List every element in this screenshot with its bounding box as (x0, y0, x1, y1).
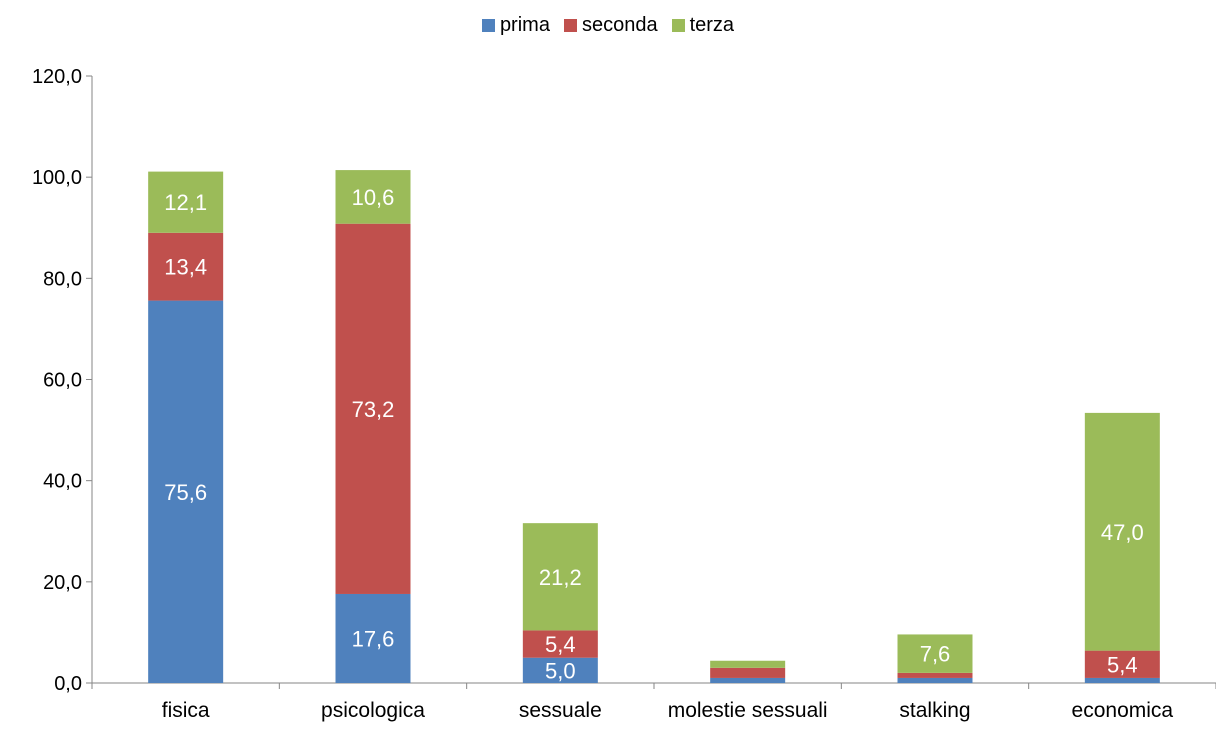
bar-seconda (710, 667, 786, 678)
bar-seconda (522, 630, 598, 658)
y-tick-label: 40,0 (43, 471, 82, 493)
legend-swatch (481, 19, 495, 32)
bar-terza (335, 170, 411, 224)
legend-item: terza (671, 14, 735, 37)
data-label: 5,0 (545, 658, 576, 683)
x-tick-label: molestie sessuali (668, 699, 828, 722)
data-label: 5,4 (1107, 652, 1138, 677)
bar-prima (148, 300, 224, 683)
bar-terza (1084, 412, 1160, 651)
legend-swatch (563, 19, 577, 32)
x-tick-label: psicologica (321, 699, 425, 722)
y-tick-label: 100,0 (32, 167, 82, 189)
bar-seconda (1084, 650, 1160, 678)
legend-item: prima (481, 14, 550, 37)
data-label: 13,4 (164, 255, 207, 280)
legend: prima seconda terza (0, 14, 1216, 37)
bar-seconda (897, 672, 973, 678)
data-label: 47,0 (1101, 520, 1144, 545)
legend-label: prima (499, 14, 550, 36)
bar-prima (710, 677, 786, 683)
data-label: 17,6 (352, 626, 395, 651)
legend-label: seconda (581, 14, 658, 36)
y-tick-label: 0,0 (54, 673, 82, 695)
bar-prima (897, 677, 973, 683)
data-label: 21,2 (539, 565, 582, 590)
bar-terza (897, 634, 973, 673)
y-tick-label: 20,0 (43, 572, 82, 594)
data-label: 7,6 (920, 642, 951, 667)
bar-terza (522, 523, 598, 631)
x-tick-label: economica (1072, 699, 1174, 722)
bar-terza (710, 660, 786, 668)
data-label: 5,4 (545, 632, 576, 657)
legend-item: seconda (563, 14, 658, 37)
x-tick-label: stalking (899, 699, 970, 722)
data-label: 73,2 (352, 397, 395, 422)
bar-terza (148, 171, 224, 233)
x-tick-label: sessuale (519, 699, 602, 722)
bar-prima (522, 657, 598, 683)
legend-swatch (671, 19, 685, 32)
data-label: 10,6 (352, 185, 395, 210)
bar-seconda (335, 223, 411, 594)
bar-seconda (148, 232, 224, 301)
data-label: 12,1 (164, 190, 207, 215)
y-tick-label: 120,0 (32, 66, 82, 88)
legend-label: terza (689, 14, 735, 36)
bar-prima (335, 593, 411, 683)
y-tick-label: 60,0 (43, 370, 82, 392)
data-label: 75,6 (164, 480, 207, 505)
x-tick-label: fisica (162, 699, 210, 722)
y-tick-label: 80,0 (43, 268, 82, 290)
bar-prima (1084, 677, 1160, 683)
